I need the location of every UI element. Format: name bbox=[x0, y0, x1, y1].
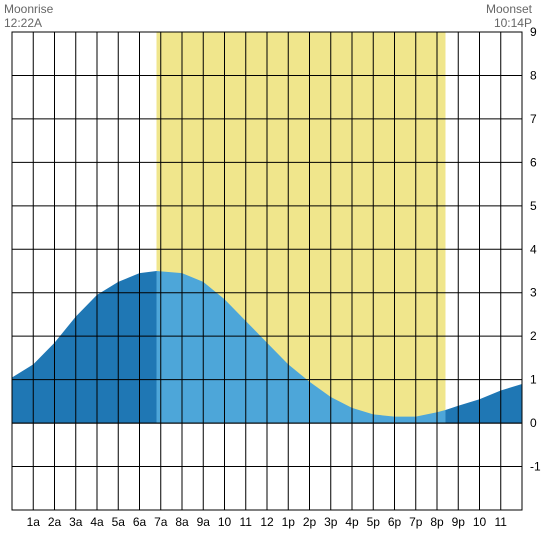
moonset-label: Moonset 10:14P bbox=[486, 2, 532, 30]
x-tick-label: 8p bbox=[430, 515, 444, 529]
y-tick-label: 1 bbox=[530, 373, 537, 387]
y-tick-label: -1 bbox=[530, 460, 541, 474]
x-tick-label: 3a bbox=[69, 515, 83, 529]
x-tick-label: 11 bbox=[240, 515, 253, 529]
y-tick-label: 6 bbox=[530, 155, 537, 169]
moonrise-time: 12:22A bbox=[4, 16, 42, 30]
x-tick-label: 8a bbox=[175, 515, 189, 529]
x-tick-label: 7p bbox=[409, 515, 423, 529]
y-tick-label: 4 bbox=[530, 242, 537, 256]
x-tick-label: 4p bbox=[345, 515, 359, 529]
x-tick-label: 5p bbox=[367, 515, 381, 529]
chart-svg: 1a2a3a4a5a6a7a8a9a1011121p2p3p4p5p6p7p8p… bbox=[0, 0, 550, 550]
x-tick-label: 2p bbox=[303, 515, 317, 529]
x-tick-label: 6p bbox=[388, 515, 402, 529]
y-tick-label: 8 bbox=[530, 68, 537, 82]
x-tick-label: 1p bbox=[282, 515, 296, 529]
x-tick-label: 10 bbox=[473, 515, 487, 529]
moonset-title: Moonset bbox=[486, 2, 532, 16]
y-tick-label: 0 bbox=[530, 416, 537, 430]
x-tick-label: 9p bbox=[452, 515, 466, 529]
x-tick-label: 5a bbox=[112, 515, 126, 529]
x-tick-label: 6a bbox=[133, 515, 147, 529]
x-tick-label: 12 bbox=[260, 515, 274, 529]
x-tick-label: 1a bbox=[27, 515, 41, 529]
x-tick-label: 4a bbox=[90, 515, 104, 529]
y-tick-label: 5 bbox=[530, 199, 537, 213]
moonset-time: 10:14P bbox=[494, 16, 532, 30]
x-tick-label: 11 bbox=[495, 515, 508, 529]
moonrise-label: Moonrise 12:22A bbox=[4, 2, 53, 30]
y-tick-label: 7 bbox=[530, 112, 537, 126]
y-tick-label: 3 bbox=[530, 286, 537, 300]
moonrise-title: Moonrise bbox=[4, 2, 53, 16]
x-tick-label: 10 bbox=[218, 515, 232, 529]
x-tick-label: 9a bbox=[197, 515, 211, 529]
x-tick-label: 3p bbox=[324, 515, 338, 529]
y-tick-label: 2 bbox=[530, 329, 537, 343]
tide-moon-chart: Moonrise 12:22A Moonset 10:14P 1a 2a 3a 4a 5… bbox=[0, 0, 550, 550]
x-tick-label: 7a bbox=[154, 515, 168, 529]
x-tick-label: 2a bbox=[48, 515, 62, 529]
